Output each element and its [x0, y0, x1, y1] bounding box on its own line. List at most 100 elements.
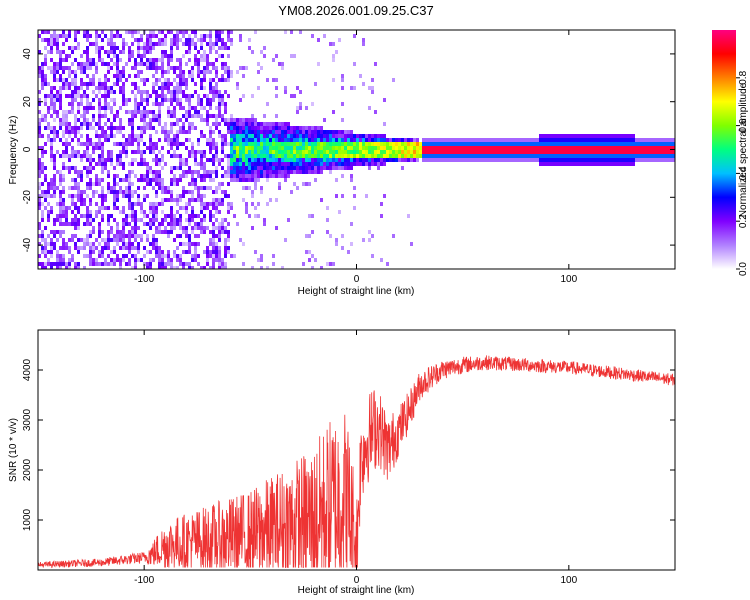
- spectrogram-cell: [572, 146, 575, 150]
- spectrogram-cell: [179, 126, 182, 130]
- spectrogram-cell: [245, 66, 248, 70]
- spectrogram-cell: [149, 34, 152, 38]
- spectrogram-cell: [152, 46, 155, 50]
- spectrogram-cell: [425, 154, 428, 158]
- spectrogram-cell: [89, 210, 92, 214]
- spectrogram-cell: [269, 122, 272, 126]
- spectrogram-cell: [110, 214, 113, 218]
- spectrogram-cell: [164, 254, 167, 258]
- spectrogram-cell: [56, 238, 59, 242]
- spectrogram-cell: [242, 138, 245, 142]
- spectrogram-cell: [209, 242, 212, 246]
- spectrogram-cell: [119, 246, 122, 250]
- spectrogram-cell: [53, 246, 56, 250]
- colorbar-tick-label: 0.4: [738, 166, 749, 180]
- spectrogram-cell: [116, 46, 119, 50]
- spectrogram-cell: [158, 102, 161, 106]
- spectrogram-cell: [515, 158, 518, 162]
- spectrogram-cell: [224, 174, 227, 178]
- spectrogram-cell: [251, 122, 254, 126]
- spectrogram-cell: [158, 174, 161, 178]
- spectrogram-cell: [281, 158, 284, 162]
- spectrogram-cell: [218, 34, 221, 38]
- spectrogram-cell: [242, 146, 245, 150]
- spectrogram-cell: [92, 42, 95, 46]
- spectrogram-cell: [182, 70, 185, 74]
- spectrogram-cell: [101, 106, 104, 110]
- spectrogram-cell: [146, 58, 149, 62]
- spectrogram-cell: [350, 242, 353, 246]
- spectrogram-cell: [44, 30, 47, 34]
- spectrogram-cell: [95, 30, 98, 34]
- spectrogram-cell: [167, 250, 170, 254]
- spectrogram-cell: [131, 162, 134, 166]
- spectrogram-cell: [182, 158, 185, 162]
- spectrogram-cell: [599, 146, 602, 150]
- spectrogram-cell: [59, 222, 62, 226]
- spectrogram-cell: [641, 150, 644, 154]
- spectrogram-cell: [68, 266, 71, 269]
- spectrogram-cell: [326, 262, 329, 266]
- spectrogram-cell: [140, 98, 143, 102]
- spectrogram-cell: [479, 150, 482, 154]
- spectrogram-cell: [311, 102, 314, 106]
- spectrogram-cell: [47, 258, 50, 262]
- spectrogram-cell: [170, 130, 173, 134]
- spectrogram-cell: [149, 210, 152, 214]
- spectrogram-cell: [74, 266, 77, 269]
- spectrogram-cell: [74, 234, 77, 238]
- spectrogram-cell: [83, 34, 86, 38]
- spectrogram-cell: [527, 158, 530, 162]
- spectrogram-cell: [50, 266, 53, 269]
- spectrogram-cell: [569, 134, 572, 138]
- spectrogram-cell: [311, 214, 314, 218]
- spectrogram-cell: [200, 154, 203, 158]
- spectrogram-cell: [62, 122, 65, 126]
- spectrogram-cell: [230, 254, 233, 258]
- spectrogram-cell: [53, 186, 56, 190]
- spectrogram-cell: [215, 254, 218, 258]
- spectrogram-cell: [365, 194, 368, 198]
- spectrogram-cell: [281, 62, 284, 66]
- spectrogram-cell: [257, 138, 260, 142]
- spectrogram-cell: [44, 102, 47, 106]
- snr-y-tick-label: 2000: [22, 458, 33, 481]
- spectrogram-cell: [110, 30, 113, 34]
- spectrogram-cell: [182, 142, 185, 146]
- spectrogram-cell: [245, 150, 248, 154]
- spectrogram-cell: [236, 158, 239, 162]
- spectrogram-cell: [362, 158, 365, 162]
- spectrogram-cell: [134, 110, 137, 114]
- spectrogram-cell: [188, 38, 191, 42]
- spectrogram-cell: [170, 94, 173, 98]
- spectrogram-cell: [359, 74, 362, 78]
- spectrogram-cell: [230, 130, 233, 134]
- spectrogram-cell: [98, 234, 101, 238]
- spectrogram-cell: [131, 126, 134, 130]
- spectrogram-cell: [329, 138, 332, 142]
- spectrogram-cell: [149, 226, 152, 230]
- spectrogram-cell: [341, 78, 344, 82]
- spectrogram-cell: [62, 114, 65, 118]
- spectrogram-cell: [209, 114, 212, 118]
- spectrogram-cell: [632, 142, 635, 146]
- spectrogram-cell: [173, 182, 176, 186]
- spectrogram-cell: [275, 78, 278, 82]
- spectrogram-cell: [131, 202, 134, 206]
- spectrogram-cell: [560, 134, 563, 138]
- spectrogram-cell: [59, 62, 62, 66]
- spectrogram-cell: [74, 90, 77, 94]
- spectrogram-cell: [98, 118, 101, 122]
- spectrogram-cell: [188, 246, 191, 250]
- spectrogram-cell: [281, 130, 284, 134]
- spectrogram-cell: [200, 42, 203, 46]
- spectrogram-cell: [314, 134, 317, 138]
- spectrogram-cell: [203, 166, 206, 170]
- spectrogram-cell: [86, 234, 89, 238]
- spectrogram-cell: [671, 142, 674, 146]
- spectrogram-cell: [113, 74, 116, 78]
- spectrogram-cell: [233, 254, 236, 258]
- spectrogram-cell: [524, 150, 527, 154]
- spectrogram-cell: [620, 154, 623, 158]
- spectrogram-cell: [98, 110, 101, 114]
